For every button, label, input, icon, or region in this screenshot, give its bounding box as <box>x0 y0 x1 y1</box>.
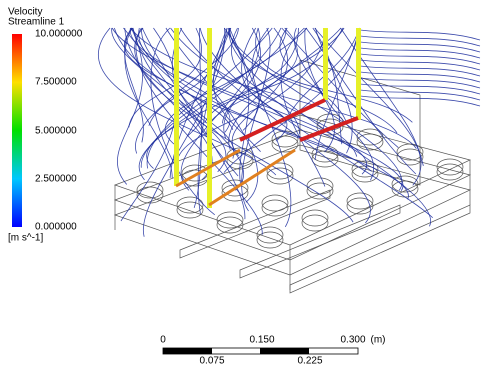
legend-tick: 10.000000 <box>35 29 83 40</box>
legend-tick: 5.000000 <box>35 126 77 137</box>
streamline <box>315 28 421 185</box>
scale-unit: (m) <box>371 335 386 346</box>
legend-tick: 0.000000 <box>35 222 77 233</box>
scale-label: 0.075 <box>199 356 224 365</box>
wire-rail <box>180 190 470 293</box>
ring <box>217 217 243 233</box>
scale-label: 0.300 <box>340 335 365 346</box>
ring <box>307 183 333 199</box>
yellow-pipe <box>207 28 212 208</box>
scale-label: 0.225 <box>297 356 322 365</box>
ring <box>262 195 288 211</box>
geometry <box>115 60 470 293</box>
scale-segment <box>163 348 212 354</box>
scale-label: 0 <box>160 335 166 346</box>
yellow-pipe <box>174 28 179 186</box>
orange-jet <box>176 150 295 205</box>
ring <box>217 212 243 228</box>
legend-unit: [m s^-1] <box>8 233 43 244</box>
streamlines <box>98 28 480 237</box>
scale-segment <box>260 348 309 354</box>
cfd-view: Velocity Streamline 1 10.000000 7.500000… <box>0 0 486 365</box>
ring <box>137 187 163 203</box>
streamline <box>172 28 234 159</box>
ring <box>302 210 328 226</box>
ring <box>257 232 283 248</box>
yellow-pipe <box>356 28 361 120</box>
legend-tick: 2.500000 <box>35 174 77 185</box>
ring <box>347 193 373 209</box>
legend-tick: 7.500000 <box>35 77 77 88</box>
legend-subtitle: Streamline 1 <box>8 17 65 28</box>
ring <box>302 215 328 231</box>
streamline <box>224 28 249 185</box>
scale-label: 0.150 <box>249 335 274 346</box>
yellow-pipe <box>323 28 328 100</box>
color-bar <box>12 34 22 227</box>
ring <box>307 178 333 194</box>
